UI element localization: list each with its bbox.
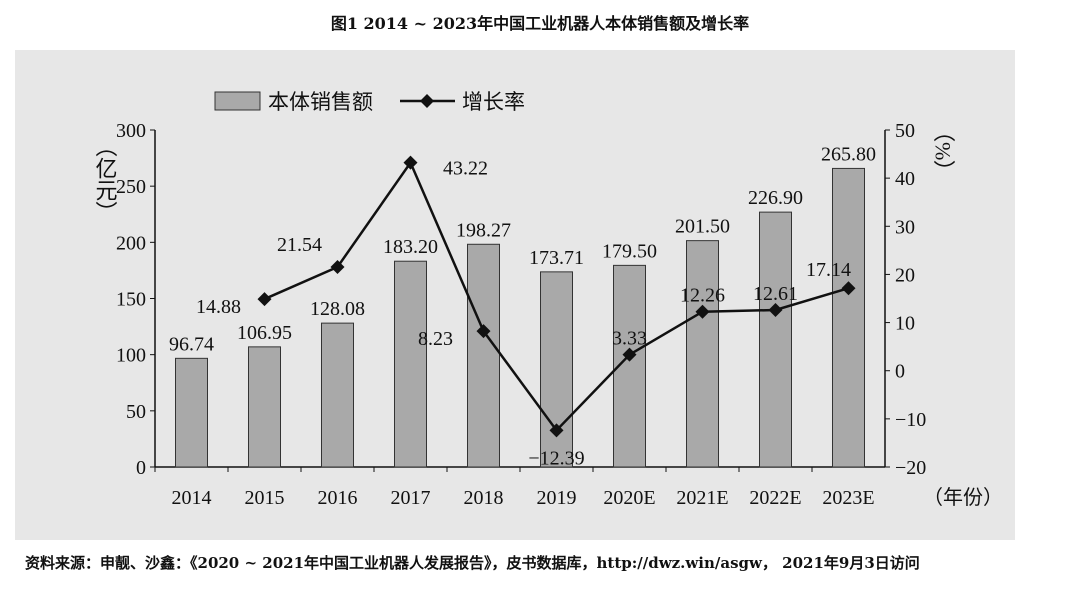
- bar-label: 265.80: [821, 143, 876, 165]
- line-label: 14.88: [196, 296, 241, 318]
- left-tick-label: 0: [136, 457, 146, 479]
- right-tick-label: 10: [895, 313, 915, 335]
- line-label: 17.14: [806, 259, 851, 281]
- right-tick-label: −10: [895, 409, 926, 431]
- line-label: 21.54: [277, 234, 322, 256]
- line-label: 8.23: [418, 328, 453, 350]
- diamond-marker: [622, 347, 637, 362]
- x-tick-label: 2018: [464, 487, 504, 509]
- figure-title: 图1 2014 ~ 2023年中国工业机器人本体销售额及增长率: [330, 14, 750, 33]
- x-tick-label: 2020E: [603, 487, 655, 509]
- bar: [540, 271, 573, 468]
- bar: [467, 243, 500, 468]
- bar-label: 198.27: [456, 219, 511, 241]
- left-tick-label: 150: [116, 289, 146, 311]
- right-tick-label: 0: [895, 361, 905, 383]
- chart-panel: 0 50 100 150 200 250 300 −20 −10 0 10 20 30 40 50 2014 2…: [15, 50, 1015, 540]
- x-tick-label: 2022E: [749, 487, 801, 509]
- diamond-marker: [695, 304, 710, 319]
- left-tick-label: 50: [126, 401, 146, 423]
- diamond-marker: [841, 281, 856, 296]
- bar: [759, 211, 792, 468]
- diamond-marker: [549, 423, 564, 438]
- source-note: 资料来源：申靓、沙鑫：《2020 ~ 2021年中国工业机器人发展报告》，皮书数…: [25, 554, 920, 572]
- x-tick-label: 2019: [537, 487, 577, 509]
- bar-label: 128.08: [310, 298, 365, 320]
- left-tick-label: 100: [116, 345, 146, 367]
- right-axis-label: （%）: [931, 120, 956, 182]
- diamond-marker: [330, 260, 345, 275]
- legend-diamond-icon: [420, 94, 434, 108]
- line-label: 12.61: [753, 283, 798, 305]
- x-tick-label: 2016: [318, 487, 358, 509]
- line-label: 43.22: [443, 158, 488, 180]
- x-tick-label: 2017: [391, 487, 431, 509]
- diamond-marker: [403, 155, 418, 170]
- line-label: −12.39: [528, 447, 584, 469]
- left-tick-label: 200: [116, 232, 146, 254]
- x-tick-label: 2021E: [676, 487, 728, 509]
- bar: [175, 357, 208, 468]
- left-axis-label: （亿元）: [93, 135, 118, 223]
- left-tick-label: 250: [116, 176, 146, 198]
- line-label: 3.33: [612, 328, 647, 350]
- right-tick-label: 30: [895, 216, 915, 238]
- bar-label: 173.71: [529, 247, 584, 269]
- right-tick-label: 20: [895, 264, 915, 286]
- right-tick-label: 40: [895, 168, 915, 190]
- right-tick-label: −20: [895, 457, 926, 479]
- legend-bar-swatch: [214, 91, 261, 111]
- x-tick-label: 2015: [245, 487, 285, 509]
- bar-label: 183.20: [383, 236, 438, 258]
- diamond-marker: [476, 324, 491, 339]
- bar: [248, 346, 281, 468]
- bar: [394, 260, 427, 468]
- diamond-marker: [768, 303, 783, 318]
- bar-label: 179.50: [602, 240, 657, 262]
- combo-chart: 0 50 100 150 200 250 300 −20 −10 0 10 20 30 40 50 2014 2…: [93, 90, 1004, 509]
- diamond-marker: [257, 292, 272, 307]
- bar-label: 106.95: [237, 322, 292, 344]
- bar: [686, 240, 719, 468]
- x-tick-label: 2023E: [822, 487, 874, 509]
- bar: [832, 167, 865, 468]
- left-tick-label: 300: [116, 120, 146, 142]
- x-axis-label: （年份）: [923, 486, 1003, 509]
- bar-label: 226.90: [748, 187, 803, 209]
- legend-line-label: 增长率: [462, 90, 525, 114]
- right-tick-label: 50: [895, 120, 915, 142]
- line-label: 12.26: [680, 285, 725, 307]
- x-tick-label: 2014: [172, 487, 212, 509]
- bar-label: 96.74: [169, 333, 214, 355]
- bar-label: 201.50: [675, 216, 730, 238]
- bar: [321, 322, 354, 468]
- legend-bar-label: 本体销售额: [268, 90, 373, 114]
